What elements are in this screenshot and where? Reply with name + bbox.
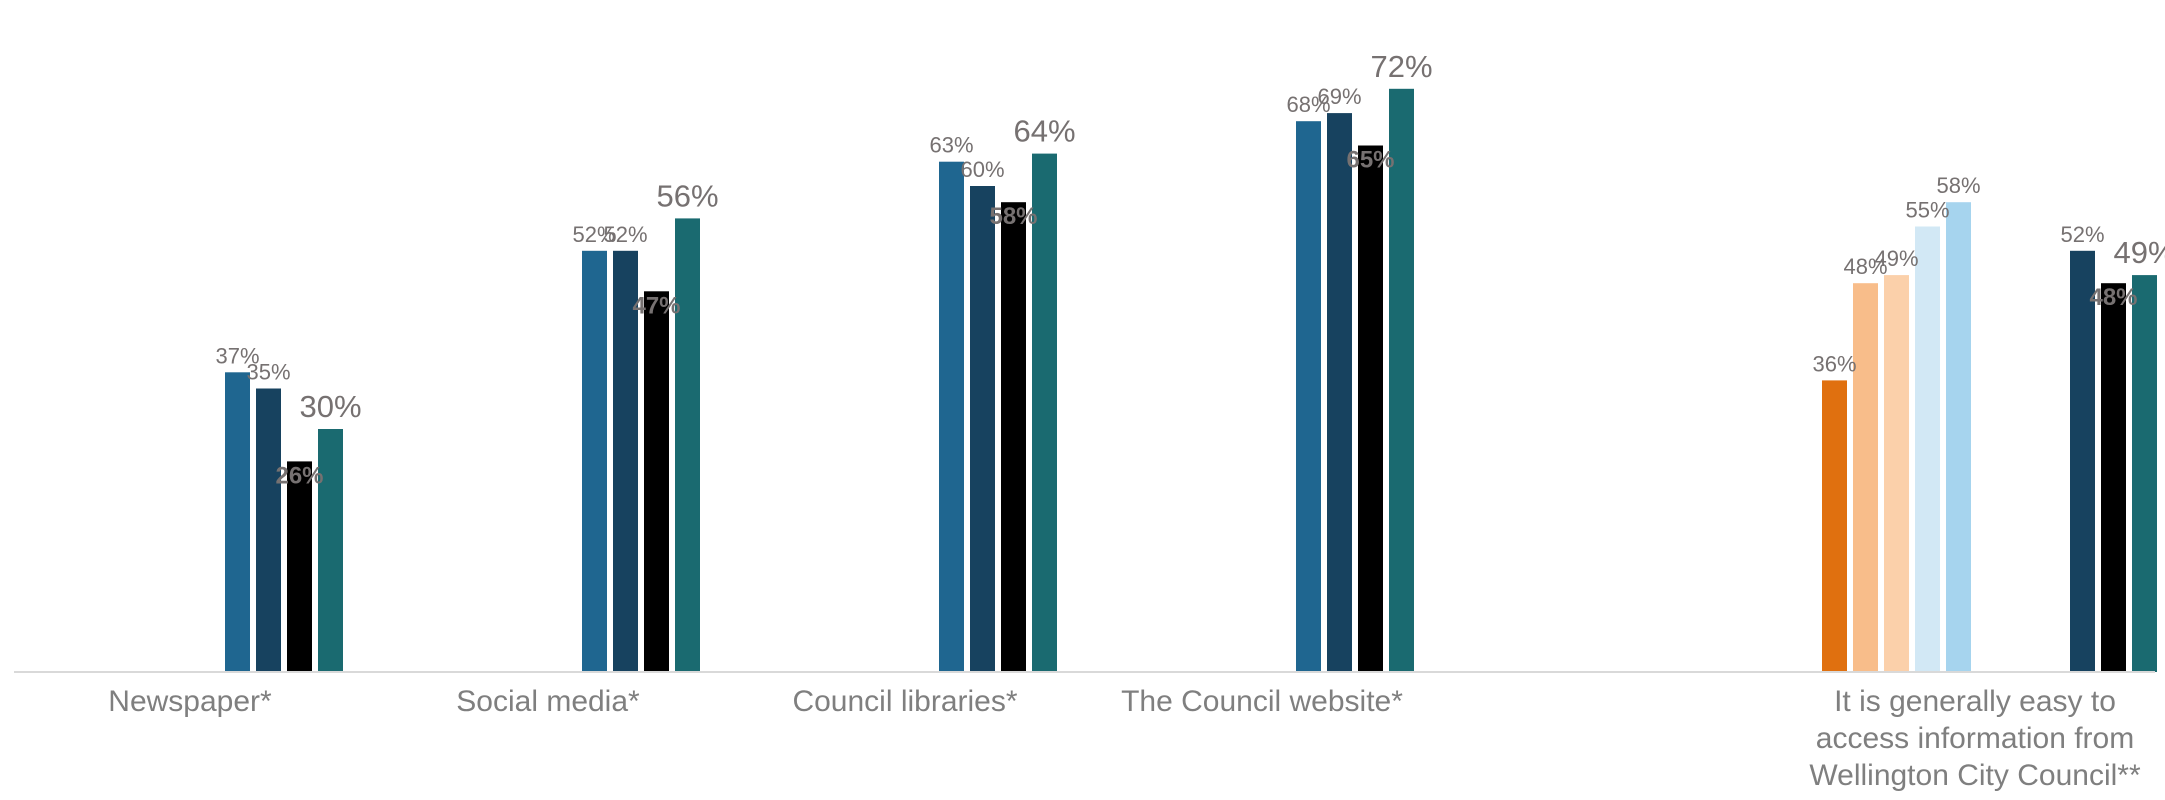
bars-layer (225, 88, 2157, 673)
category-label-1-line-0: Social media* (456, 685, 640, 718)
data-label-g3-b3: 72% (1370, 49, 1432, 84)
bar-g1-b0 (582, 250, 607, 673)
bar-g4-b1 (1853, 283, 1878, 672)
bar-g2-b2 (1001, 202, 1026, 672)
data-label-g3-b1: 69% (1317, 84, 1361, 109)
category-label-3: The Council website* (1121, 685, 1403, 718)
bar-g4-b0 (1822, 380, 1847, 672)
data-label-g0-b0: 37% (215, 343, 259, 368)
data-label-g3-b2: 65% (1346, 147, 1394, 174)
data-label-g4-b1: 48% (1843, 254, 1887, 279)
category-label-4-line-0: It is generally easy to (1834, 685, 2116, 718)
bar-g3-b3 (1389, 88, 1414, 673)
data-label-g4-b4: 58% (1936, 173, 1980, 198)
category-label-4: It is generally easy to access informatio… (1809, 685, 2141, 792)
bar-g3-b1 (1327, 113, 1352, 673)
data-label-g4-b2: 49% (1874, 246, 1918, 271)
data-label-g4-b6: 48% (2089, 284, 2137, 311)
bar-g3-b0 (1296, 121, 1321, 672)
category-label-4-line-2: Wellington City Council** (1809, 759, 2141, 792)
category-labels-layer: Newspaper* Social media* Council libraries… (108, 685, 2141, 792)
data-label-g0-b1: 35% (246, 360, 290, 385)
data-label-g0-b3: 30% (299, 389, 361, 424)
data-label-g2-b3: 64% (1013, 114, 1075, 149)
data-label-g2-b0: 63% (929, 133, 973, 158)
data-label-g1-b2: 47% (632, 292, 680, 319)
category-label-1: Social media* (456, 685, 640, 718)
bar-g4-b6 (2101, 283, 2126, 672)
bar-g3-b2 (1358, 145, 1383, 672)
bar-g1-b2 (644, 291, 669, 672)
data-labels-layer: 37%35%26%30%52%52%47%56%63%60%58%64%68%6… (215, 49, 2165, 490)
category-label-2-line-0: Council libraries* (792, 685, 1017, 718)
data-label-g2-b1: 60% (960, 157, 1004, 182)
bar-g2-b0 (939, 161, 964, 672)
data-label-g4-b7: 49% (2113, 235, 2165, 270)
data-label-g4-b5: 52% (2060, 222, 2104, 247)
bar-g4-b2 (1884, 275, 1909, 672)
bar-g4-b3 (1915, 226, 1940, 672)
bar-g2-b1 (970, 186, 995, 672)
bar-g1-b3 (675, 218, 700, 672)
data-label-g1-b1: 52% (603, 222, 647, 247)
data-label-g2-b2: 58% (989, 203, 1037, 230)
bar-g0-b0 (225, 372, 250, 672)
data-label-g3-b0: 68% (1286, 92, 1330, 117)
bar-g2-b3 (1032, 153, 1057, 673)
category-label-4-line-1: access information from (1816, 722, 2134, 755)
data-label-g0-b2: 26% (275, 462, 323, 489)
bar-g1-b1 (613, 250, 638, 673)
category-label-0-line-0: Newspaper* (108, 685, 272, 718)
category-label-2: Council libraries* (792, 685, 1017, 718)
category-label-3-line-0: The Council website* (1121, 685, 1403, 718)
bar-g4-b4 (1946, 202, 1971, 672)
category-label-0: Newspaper* (108, 685, 272, 718)
bar-g4-b7 (2132, 275, 2157, 672)
bar-g4-b5 (2070, 250, 2095, 673)
data-label-g1-b3: 56% (656, 178, 718, 213)
data-label-g4-b3: 55% (1905, 198, 1949, 223)
bar-g0-b1 (256, 388, 281, 672)
bar-g0-b2 (287, 461, 312, 672)
bar-g0-b3 (318, 429, 343, 672)
data-label-g4-b0: 36% (1812, 351, 1856, 376)
data-label-g1-b0: 52% (572, 222, 616, 247)
